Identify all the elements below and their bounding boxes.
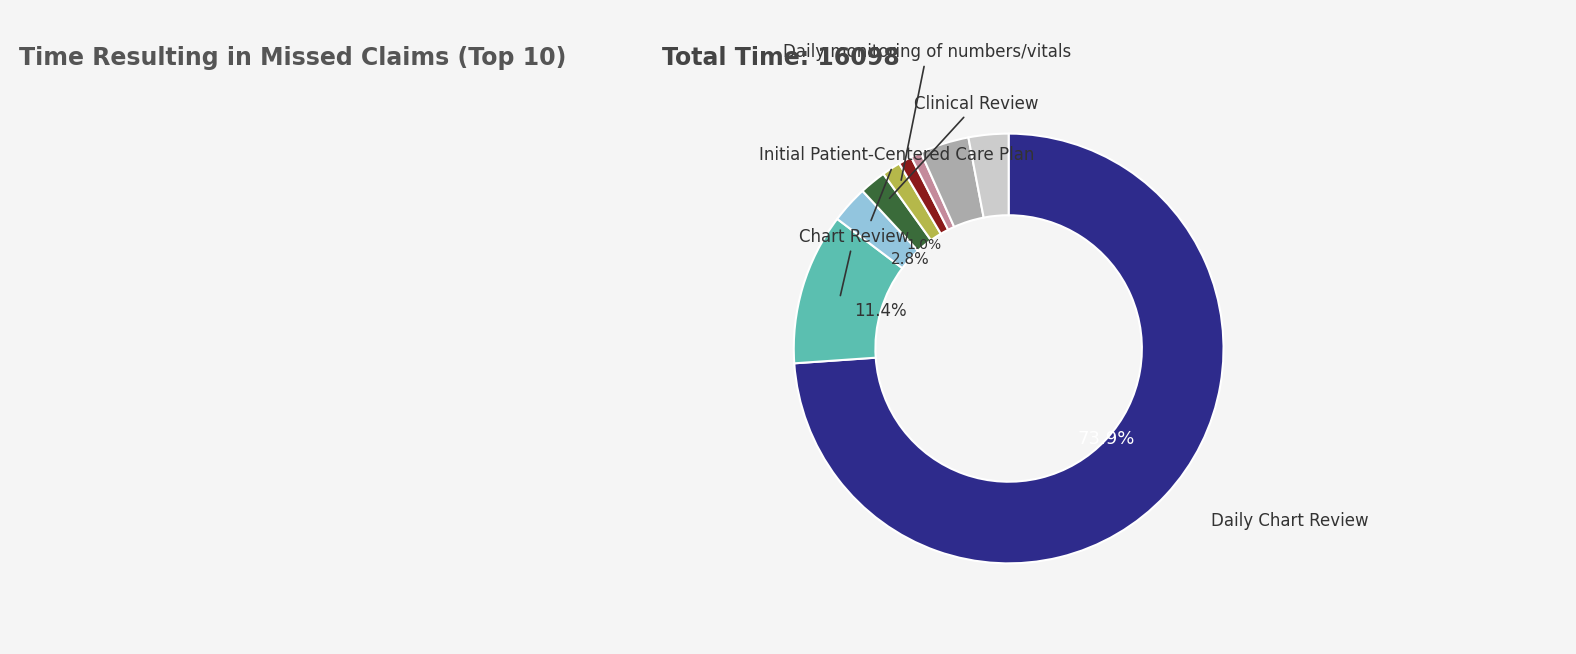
- Text: 11.4%: 11.4%: [854, 301, 908, 320]
- Text: Daily Chart Review: Daily Chart Review: [1212, 513, 1370, 530]
- Wedge shape: [900, 157, 949, 234]
- Wedge shape: [920, 137, 983, 227]
- Text: 73.9%: 73.9%: [1078, 430, 1135, 449]
- Text: Total Time: 16098: Total Time: 16098: [662, 46, 900, 70]
- Wedge shape: [837, 191, 919, 268]
- Text: Time Resulting in Missed Claims (Top 10): Time Resulting in Missed Claims (Top 10): [19, 46, 566, 70]
- Wedge shape: [794, 133, 1223, 563]
- Wedge shape: [884, 164, 941, 240]
- Wedge shape: [968, 133, 1009, 218]
- Text: Chart Review: Chart Review: [799, 228, 909, 296]
- Text: 1.0%: 1.0%: [906, 238, 942, 252]
- Text: 2.8%: 2.8%: [890, 252, 930, 267]
- Text: Daily monitoring of numbers/vitals: Daily monitoring of numbers/vitals: [783, 43, 1072, 181]
- Wedge shape: [862, 174, 931, 250]
- Wedge shape: [911, 152, 953, 230]
- Wedge shape: [794, 219, 903, 364]
- Text: Clinical Review: Clinical Review: [889, 95, 1039, 198]
- Text: Initial Patient-Centered Care Plan: Initial Patient-Centered Care Plan: [760, 146, 1034, 220]
